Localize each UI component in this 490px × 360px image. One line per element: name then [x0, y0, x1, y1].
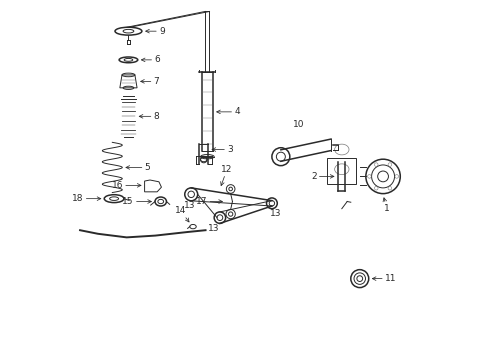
- Text: 11: 11: [372, 274, 396, 283]
- Text: 6: 6: [142, 55, 160, 64]
- Text: 16: 16: [112, 181, 141, 190]
- Text: 17: 17: [196, 197, 222, 206]
- Text: 13: 13: [184, 201, 195, 210]
- Text: 7: 7: [141, 77, 159, 86]
- Text: 4: 4: [217, 107, 240, 116]
- Text: 5: 5: [126, 163, 150, 172]
- Text: 1: 1: [383, 198, 390, 213]
- Text: 8: 8: [139, 112, 159, 121]
- Text: 14: 14: [175, 206, 189, 222]
- Text: 2: 2: [311, 172, 334, 181]
- Text: 9: 9: [146, 27, 165, 36]
- Text: 13: 13: [208, 224, 219, 233]
- Text: 10: 10: [293, 120, 305, 129]
- Text: 18: 18: [72, 194, 101, 203]
- Text: 15: 15: [122, 197, 151, 206]
- Text: 13: 13: [270, 209, 281, 218]
- Text: 3: 3: [212, 145, 233, 154]
- Text: 12: 12: [220, 165, 233, 185]
